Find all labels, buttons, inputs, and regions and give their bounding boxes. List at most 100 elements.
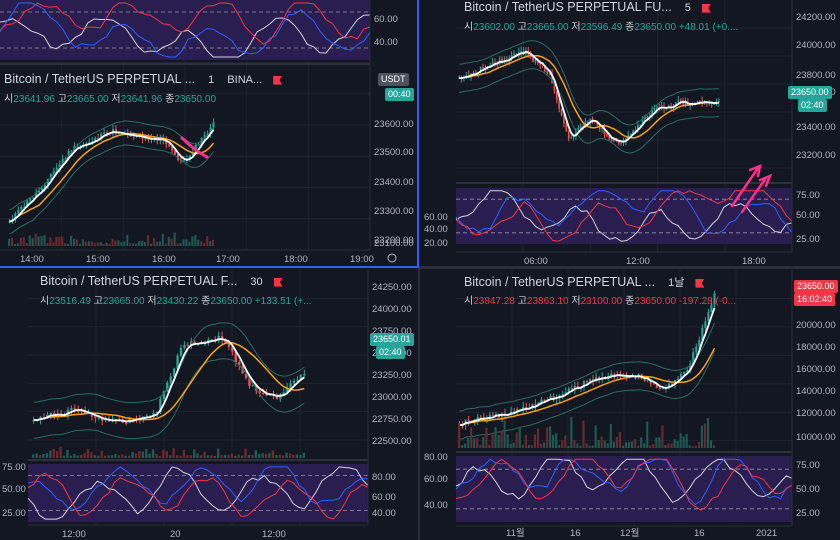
pane1-symbol-title[interactable]: Bitcoin / TetherUS PERPETUAL ... <box>4 72 196 86</box>
bollinger-upper <box>459 40 719 126</box>
volume-bar <box>473 438 476 448</box>
volume-bar <box>135 243 138 246</box>
pen-annotation-stroke <box>180 136 209 159</box>
candle-body <box>661 388 664 390</box>
candle-body <box>100 133 103 140</box>
volume-bar <box>220 455 223 458</box>
candle-body <box>129 135 132 137</box>
candle-body <box>479 416 482 418</box>
volume-bar <box>254 450 258 458</box>
chart-svg-1m[interactable]: 60.00 40.00 23600.00 23500.00 23400.00 23300.… <box>0 0 417 268</box>
chart-pane-1d[interactable]: 22000.0020000.0018000.0016000.0014000.00… <box>420 270 840 540</box>
volume-bar <box>149 243 153 246</box>
volume-bar <box>138 241 141 246</box>
volume-bar <box>652 444 655 448</box>
pane1-currency-badge[interactable]: USDT <box>378 73 409 86</box>
candle-body <box>567 131 570 139</box>
candle-body <box>91 141 94 143</box>
volume-bar <box>155 453 158 458</box>
moving-average-slow <box>33 341 305 421</box>
volume-bar <box>564 435 567 448</box>
pane1-flag-icon[interactable] <box>273 75 283 85</box>
chart-svg-5m[interactable]: 24200.00 24000.00 23800.00 23650.00 23400.00… <box>420 0 840 268</box>
volume-bar <box>185 239 188 246</box>
volume-bar <box>155 241 158 246</box>
pane1-interval[interactable]: 1 <box>208 74 215 86</box>
bollinger-lower <box>9 144 214 235</box>
candle-body <box>169 376 172 383</box>
volume-bar <box>144 242 147 246</box>
candle-body <box>90 413 94 417</box>
volume-bar <box>618 432 621 448</box>
chart-svg-30m[interactable]: 24250.0024000.0023750.0023500.0023250.00… <box>0 270 417 540</box>
candle-body <box>525 406 528 409</box>
pane4-flag-icon[interactable] <box>695 278 705 288</box>
pane3-interval[interactable]: 30 <box>250 276 263 288</box>
pane2-flag-icon[interactable] <box>701 3 711 13</box>
chart-svg-1d[interactable]: 22000.0020000.0018000.0016000.0014000.00… <box>420 270 840 540</box>
volume-bar <box>706 418 710 448</box>
candle-body <box>510 55 513 58</box>
pane3-symbol-title[interactable]: Bitcoin / TetherUS PERPETUAL F... <box>40 274 238 288</box>
volume-bar <box>546 427 549 448</box>
volume-bar <box>158 241 161 246</box>
volume-bar <box>62 455 66 458</box>
volume-bar <box>288 453 292 458</box>
axis-tick-label: 23200.00 <box>374 235 414 246</box>
candle-body <box>698 340 701 347</box>
volume-bar <box>46 243 49 246</box>
candle-body <box>207 339 210 342</box>
volume-bar <box>96 242 99 246</box>
volume-bar <box>167 236 170 246</box>
osc-left-axis-label: 80.00 <box>424 452 448 463</box>
candle-body <box>238 362 241 366</box>
volume-bar <box>640 437 643 448</box>
candle-body <box>544 65 546 72</box>
volume-bar <box>694 445 697 448</box>
chart-pane-30m[interactable]: 24250.0024000.0023750.0023500.0023250.00… <box>0 270 417 540</box>
volume-bar <box>555 433 558 448</box>
pane4-symbol-title[interactable]: Bitcoin / TetherUS PERPETUAL ... <box>464 275 656 289</box>
pane1-legend: Bitcoin / TetherUS PERPETUAL ... 1 BINA.… <box>4 72 283 86</box>
axis-tick-label: 23200.00 <box>796 150 836 161</box>
pane2-interval[interactable]: 5 <box>684 2 691 14</box>
volume-bar <box>579 445 582 448</box>
pane3-flag-icon[interactable] <box>273 277 283 287</box>
candle-body <box>67 151 70 159</box>
candle-body <box>285 387 289 393</box>
candle-body <box>548 73 551 75</box>
candle-body <box>610 373 613 377</box>
pane4-interval[interactable]: 1날 <box>668 277 685 289</box>
pane2-symbol-title[interactable]: Bitcoin / TetherUS PERPETUAL FU... <box>464 0 672 14</box>
candle-body <box>579 126 582 128</box>
candle-body <box>560 108 563 116</box>
axis-tick-label: 23600.00 <box>374 119 414 130</box>
volume-bar <box>594 425 597 448</box>
candle-body <box>176 355 179 369</box>
candle-body <box>689 364 692 370</box>
candle-body <box>644 116 646 120</box>
axis-tick-label: 24200.00 <box>796 12 836 23</box>
axis-tick-label: 75.00 <box>796 190 820 201</box>
volume-bar <box>275 455 278 458</box>
candle-body <box>556 91 558 101</box>
chart-pane-1m[interactable]: 60.00 40.00 23600.00 23500.00 23400.00 23300.… <box>0 0 417 268</box>
candle-body <box>570 388 573 390</box>
volume-bar <box>132 243 135 246</box>
candle-body <box>652 383 655 385</box>
pane-divider-horizontal[interactable] <box>419 266 840 269</box>
volume-bar <box>282 455 285 458</box>
settings-gear-icon[interactable] <box>387 253 397 263</box>
chart-pane-5m[interactable]: 24200.00 24000.00 23800.00 23650.00 23400.00… <box>420 0 840 268</box>
pane1-countdown-tag: 00:40 <box>385 88 414 101</box>
osc-left-axis-label: 25.00 <box>2 508 26 519</box>
candle-body <box>608 135 611 140</box>
candle-body <box>147 138 150 140</box>
time-axis-label: 19:00 <box>350 254 374 265</box>
pane-divider-vertical[interactable] <box>418 268 420 540</box>
pane2-countdown-tag: 02:40 <box>798 99 827 112</box>
moving-average-slow <box>459 54 719 139</box>
candle-body <box>625 138 627 141</box>
candle-body <box>55 167 58 172</box>
volume-bar <box>271 450 275 458</box>
